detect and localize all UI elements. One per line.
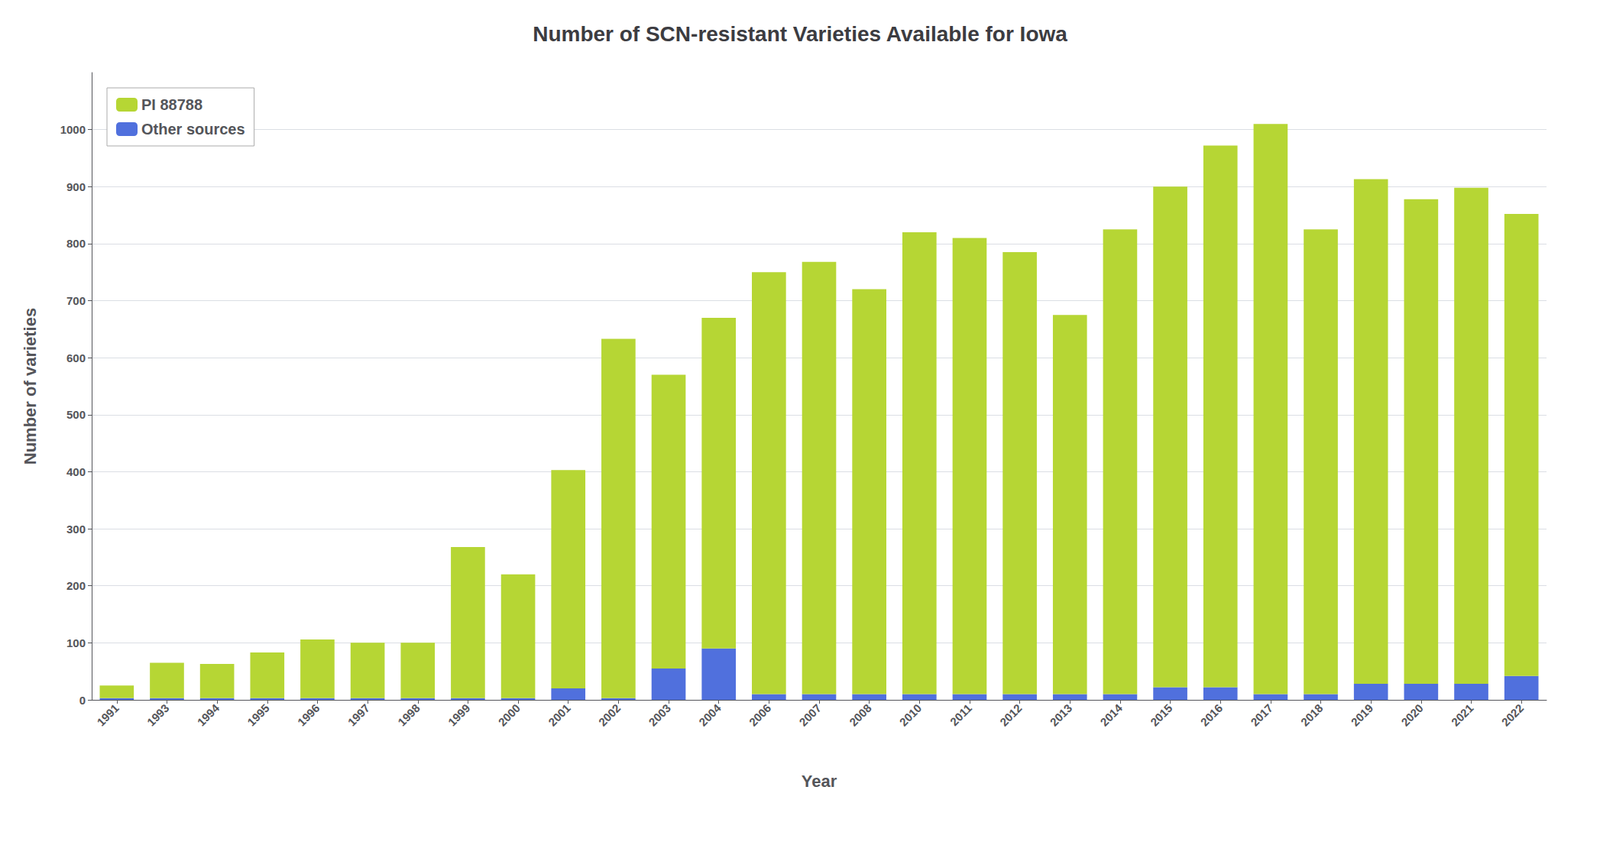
svg-text:1994: 1994 bbox=[194, 701, 223, 729]
svg-text:2016: 2016 bbox=[1198, 701, 1226, 729]
svg-text:1998: 1998 bbox=[395, 701, 423, 729]
svg-text:1999: 1999 bbox=[445, 701, 473, 729]
svg-text:700: 700 bbox=[66, 294, 86, 308]
svg-text:2008: 2008 bbox=[846, 701, 875, 729]
svg-text:2022: 2022 bbox=[1499, 701, 1527, 729]
svg-text:500: 500 bbox=[66, 408, 86, 422]
svg-text:2003: 2003 bbox=[645, 701, 674, 729]
svg-text:2007: 2007 bbox=[796, 701, 824, 729]
svg-text:300: 300 bbox=[66, 522, 86, 536]
svg-text:2017: 2017 bbox=[1247, 701, 1276, 729]
svg-text:Other sources: Other sources bbox=[141, 120, 246, 138]
svg-text:2021: 2021 bbox=[1448, 701, 1477, 729]
svg-text:2001: 2001 bbox=[545, 701, 574, 729]
svg-text:2014: 2014 bbox=[1097, 701, 1125, 729]
svg-text:200: 200 bbox=[66, 579, 86, 593]
svg-text:2006: 2006 bbox=[746, 701, 775, 729]
svg-text:2020: 2020 bbox=[1398, 701, 1426, 729]
svg-text:0: 0 bbox=[79, 693, 86, 707]
svg-text:PI 88788: PI 88788 bbox=[141, 96, 203, 114]
svg-text:600: 600 bbox=[66, 351, 86, 365]
svg-text:2019: 2019 bbox=[1348, 701, 1377, 729]
svg-text:2011: 2011 bbox=[947, 701, 975, 729]
svg-text:2018: 2018 bbox=[1298, 701, 1326, 729]
svg-text:2012: 2012 bbox=[997, 701, 1025, 729]
svg-text:1000: 1000 bbox=[60, 123, 86, 137]
svg-text:2002: 2002 bbox=[595, 701, 624, 729]
svg-text:2013: 2013 bbox=[1047, 701, 1076, 729]
svg-text:2015: 2015 bbox=[1147, 701, 1176, 729]
svg-text:1991: 1991 bbox=[93, 701, 122, 729]
svg-text:800: 800 bbox=[66, 236, 86, 250]
svg-text:1997: 1997 bbox=[345, 701, 373, 729]
svg-text:2000: 2000 bbox=[495, 701, 523, 729]
svg-text:900: 900 bbox=[66, 180, 86, 194]
svg-text:Year: Year bbox=[801, 771, 838, 791]
svg-text:100: 100 bbox=[66, 636, 86, 650]
svg-text:Number of varieties: Number of varieties bbox=[20, 307, 40, 465]
svg-text:Number of SCN-resistant Variet: Number of SCN-resistant Varieties Availa… bbox=[532, 22, 1068, 46]
svg-text:2010: 2010 bbox=[897, 701, 925, 729]
svg-text:1996: 1996 bbox=[294, 701, 323, 729]
svg-text:2004: 2004 bbox=[696, 701, 724, 729]
svg-text:1995: 1995 bbox=[244, 701, 273, 729]
svg-text:1993: 1993 bbox=[144, 701, 172, 729]
svg-text:400: 400 bbox=[66, 465, 86, 479]
